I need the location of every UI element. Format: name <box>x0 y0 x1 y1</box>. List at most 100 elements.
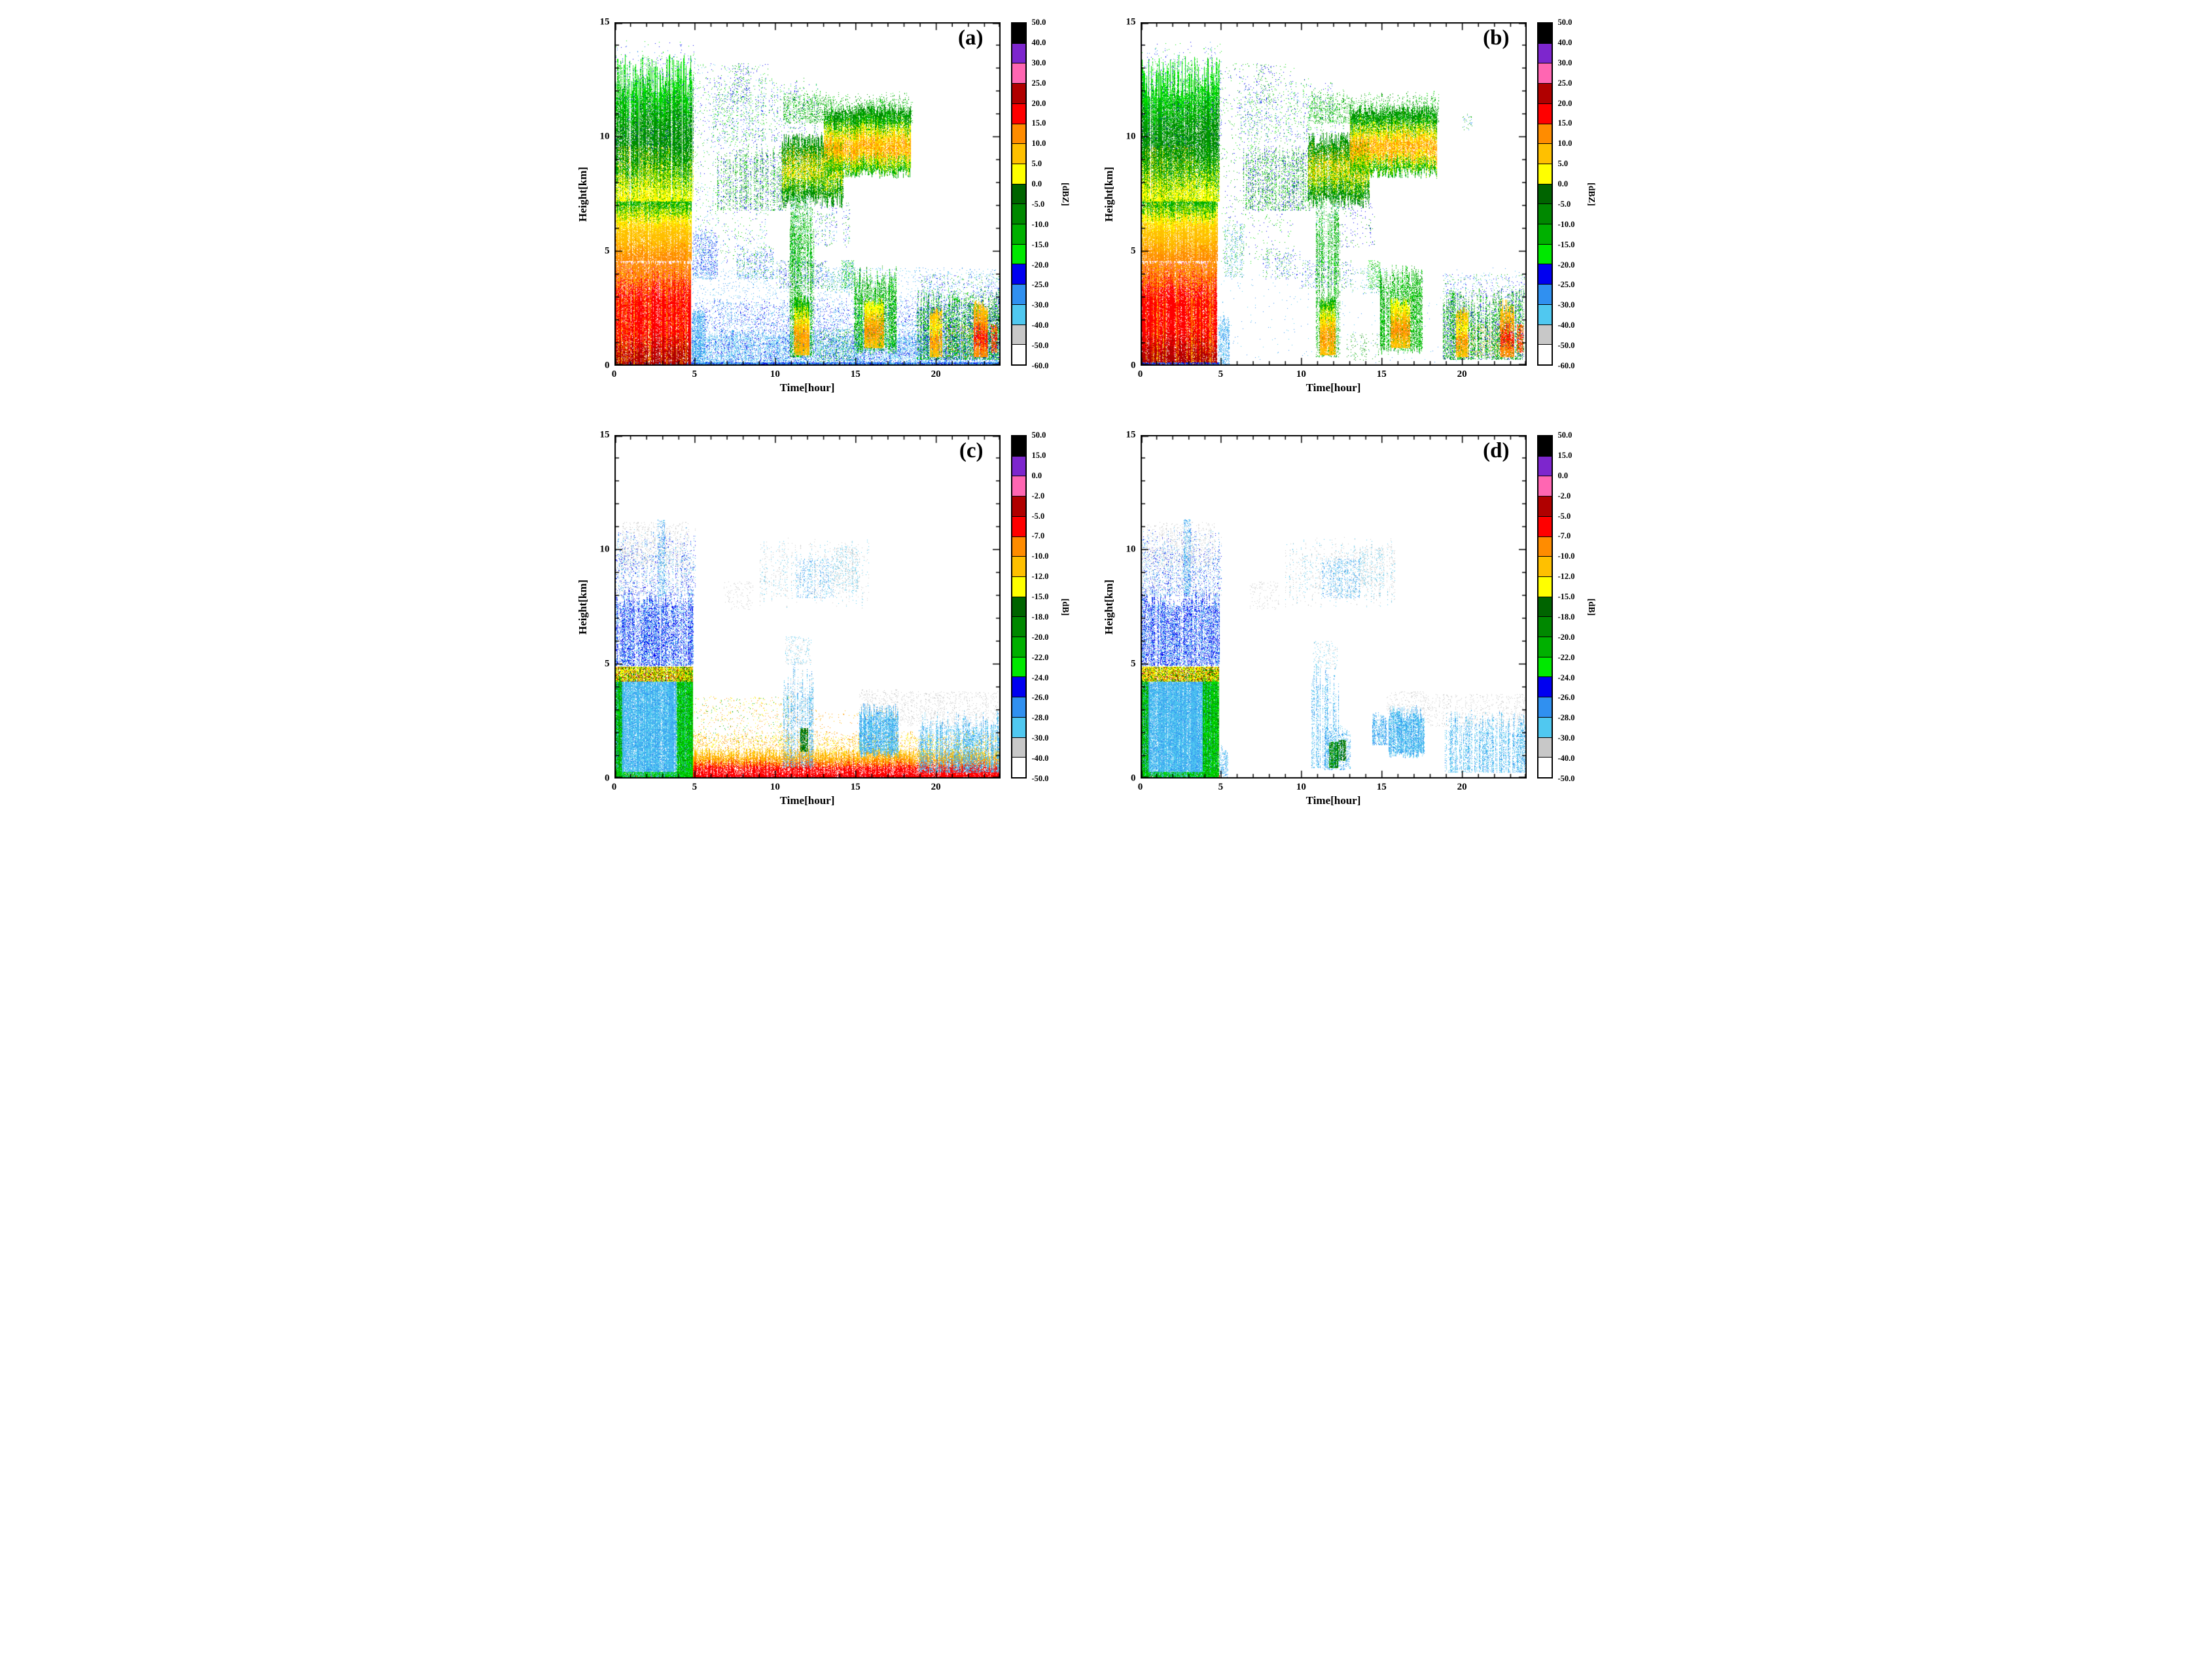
colorbar-tick-label: -15.0 <box>1031 239 1049 249</box>
colorbar-tick-label: -26.0 <box>1031 693 1049 703</box>
x-tick-label: 20 <box>1457 782 1467 792</box>
colorbar-block <box>1538 557 1552 577</box>
colorbar-tick-label: 50.0 <box>1557 17 1572 27</box>
colorbar-block <box>1538 617 1552 638</box>
colorbar-tick-label: 25.0 <box>1557 78 1572 88</box>
colorbar-tick-label: 5.0 <box>1031 158 1042 168</box>
x-tick-label: 0 <box>611 369 617 379</box>
x-tick-label: 5 <box>692 782 698 792</box>
colorbar-block <box>1012 345 1025 364</box>
colorbar-block <box>1538 697 1552 718</box>
colorbar-block <box>1538 84 1552 104</box>
colorbar-tick-label: 15.0 <box>1031 450 1046 460</box>
x-axis-title: Time[hour] <box>1306 381 1361 394</box>
colorbar-tick-label: 0.0 <box>1557 470 1569 480</box>
colorbar-block <box>1012 244 1025 265</box>
colorbar-block <box>1012 184 1025 205</box>
colorbar-block <box>1538 456 1552 477</box>
colorbar-tick-label: -50.0 <box>1557 773 1575 783</box>
colorbar-tick-label: -50.0 <box>1031 340 1049 350</box>
plot-area: (a) 0 5 10 15 20 0 5 10 15 <box>600 17 1001 379</box>
y-axis-title-area: Height[km] <box>1101 435 1117 779</box>
colorbar-block <box>1538 43 1552 64</box>
colorbar-unit: [dB] <box>1059 598 1070 616</box>
colorbar-tick-label: -18.0 <box>1031 612 1049 621</box>
colorbar-unit: [dBZ] <box>1059 182 1070 206</box>
colorbar-tick-label: 0.0 <box>1031 179 1042 188</box>
colorbar-blocks <box>1537 435 1553 779</box>
colorbar-block <box>1012 617 1025 638</box>
colorbar-tick-label: -10.0 <box>1031 551 1049 561</box>
colorbar-block <box>1012 304 1025 325</box>
x-axis-title: Time[hour] <box>779 794 835 807</box>
colorbar-tick-label: 30.0 <box>1031 58 1046 67</box>
panel-d: Height[km] (d) 0 5 10 15 20 0 5 10 15 Time[hour]… <box>1101 426 1610 807</box>
y-tick-label: 0 <box>1131 360 1136 371</box>
x-tick-label: 15 <box>1376 782 1387 792</box>
colorbar-tick-label: -22.0 <box>1031 652 1049 662</box>
colorbar-block <box>1538 576 1552 597</box>
heatmap-canvas <box>614 435 1001 779</box>
colorbar-block <box>1012 557 1025 577</box>
y-tick-label: 5 <box>1131 245 1136 256</box>
colorbar-tick-label: 0.0 <box>1031 470 1042 480</box>
x-tick-label: 5 <box>1218 782 1224 792</box>
x-tick-label: 10 <box>770 782 780 792</box>
colorbar-tick-label: 15.0 <box>1557 118 1572 128</box>
colorbar-tick-label: -40.0 <box>1031 320 1049 330</box>
colorbar-block <box>1012 637 1025 657</box>
colorbar-block <box>1012 43 1025 64</box>
colorbar-unit: [dBZ] <box>1586 182 1596 206</box>
x-tick-label: 15 <box>850 782 861 792</box>
colorbar-tick-label: -15.0 <box>1557 591 1575 601</box>
colorbar-block <box>1538 124 1552 145</box>
y-axis-title-area: Height[km] <box>575 435 591 779</box>
colorbar-tick-label: -15.0 <box>1557 239 1575 249</box>
y-tick-label: 0 <box>605 360 610 371</box>
colorbar-tick-label: -5.0 <box>1557 511 1571 521</box>
x-tick-label: 10 <box>1296 369 1306 379</box>
x-tick-label: 5 <box>692 369 698 379</box>
colorbar-tick-label: -20.0 <box>1031 632 1049 642</box>
colorbar: [dB] 50.0 15.0 0.0 -2.0 -5.0 -7.0 -10.0 -12.0 -1… <box>1537 431 1610 782</box>
colorbar-block <box>1538 63 1552 84</box>
colorbar-tick-label: -10.0 <box>1557 219 1575 229</box>
y-axis-title: Height[km] <box>576 166 589 222</box>
colorbar-tick-label: -5.0 <box>1031 511 1045 521</box>
colorbar-block <box>1538 758 1552 777</box>
colorbar-tick-label: -20.0 <box>1557 632 1575 642</box>
colorbar-block <box>1538 224 1552 245</box>
colorbar-tick-label: -10.0 <box>1557 551 1575 561</box>
colorbar-block <box>1012 24 1025 44</box>
y-tick-label: 5 <box>605 245 610 256</box>
colorbar-block <box>1012 224 1025 245</box>
colorbar-block <box>1538 516 1552 537</box>
panel-a: Height[km] (a) 0 5 10 15 20 0 5 10 15 Time[hour]… <box>575 13 1084 394</box>
panel-letter: (c) <box>959 439 984 463</box>
colorbar-block <box>1012 597 1025 618</box>
colorbar-tick-label: 0.0 <box>1557 179 1569 188</box>
colorbar-block <box>1538 497 1552 517</box>
panel-b: Height[km] (b) 0 5 10 15 20 0 5 10 15 Time[hour]… <box>1101 13 1610 394</box>
colorbar: [dBZ] 50.0 40.0 30.0 25.0 20.0 15.0 10.0 5.0 0.0… <box>1010 18 1084 370</box>
plot-area: (d) 0 5 10 15 20 0 5 10 15 <box>1126 430 1527 792</box>
colorbar-block <box>1012 144 1025 164</box>
y-tick-label: 15 <box>599 16 610 27</box>
colorbar-block <box>1538 717 1552 738</box>
colorbar-tick-label: 50.0 <box>1031 17 1046 27</box>
colorbar-tick-label: -22.0 <box>1557 652 1575 662</box>
colorbar-block <box>1538 285 1552 305</box>
x-tick-label: 0 <box>1137 369 1143 379</box>
y-tick-label: 0 <box>605 773 610 784</box>
colorbar-tick-label: -2.0 <box>1557 491 1571 500</box>
colorbar-block <box>1012 436 1025 457</box>
colorbar-block <box>1012 677 1025 698</box>
y-tick-label: 15 <box>599 429 610 440</box>
colorbar-tick-label: -28.0 <box>1031 713 1049 723</box>
colorbar-block <box>1012 476 1025 497</box>
colorbar-block <box>1012 124 1025 145</box>
colorbar: [dB] 50.0 15.0 0.0 -2.0 -5.0 -7.0 -10.0 -12.0 -1… <box>1010 431 1084 782</box>
colorbar-tick-label: 15.0 <box>1557 450 1572 460</box>
colorbar-tick-label: -40.0 <box>1031 753 1049 763</box>
x-tick-label: 0 <box>611 782 617 792</box>
